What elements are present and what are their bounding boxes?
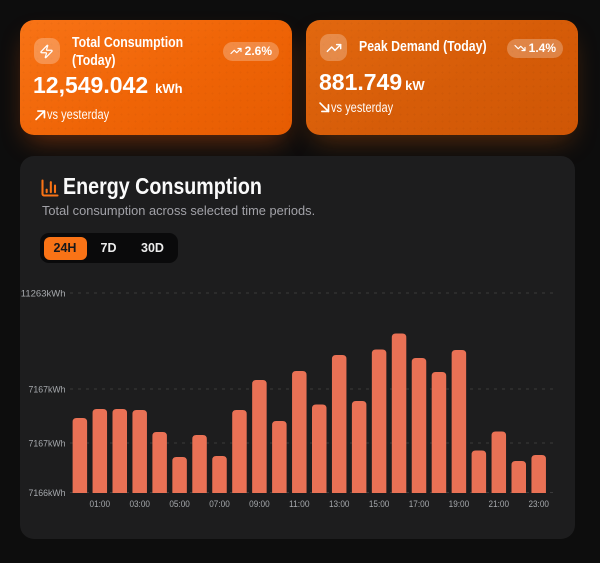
- svg-text:19:00: 19:00: [449, 499, 470, 510]
- svg-text:09:00: 09:00: [249, 499, 270, 510]
- svg-text:03:00: 03:00: [129, 499, 150, 510]
- svg-text:11:00: 11:00: [289, 499, 310, 510]
- svg-text:13:00: 13:00: [329, 499, 350, 510]
- svg-text:01:00: 01:00: [90, 499, 111, 510]
- svg-text:11263kWh: 11263kWh: [21, 289, 66, 300]
- svg-text:7166kWh: 7166kWh: [29, 488, 66, 499]
- svg-text:7167kWh: 7167kWh: [29, 385, 66, 396]
- svg-text:23:00: 23:00: [528, 499, 549, 510]
- svg-text:21:00: 21:00: [489, 499, 510, 510]
- svg-text:07:00: 07:00: [209, 499, 230, 510]
- svg-text:15:00: 15:00: [369, 499, 390, 510]
- svg-text:17:00: 17:00: [409, 499, 430, 510]
- svg-text:05:00: 05:00: [169, 499, 190, 510]
- svg-text:7167kWh: 7167kWh: [29, 439, 66, 450]
